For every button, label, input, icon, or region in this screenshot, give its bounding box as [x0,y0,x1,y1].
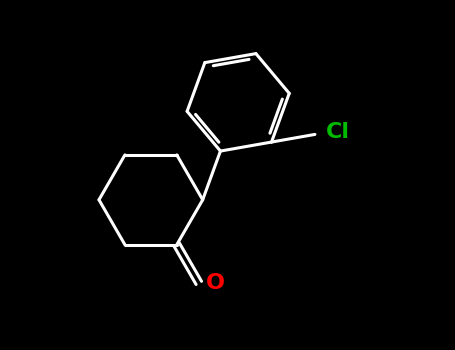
Text: Cl: Cl [326,122,350,142]
Text: O: O [206,273,225,293]
